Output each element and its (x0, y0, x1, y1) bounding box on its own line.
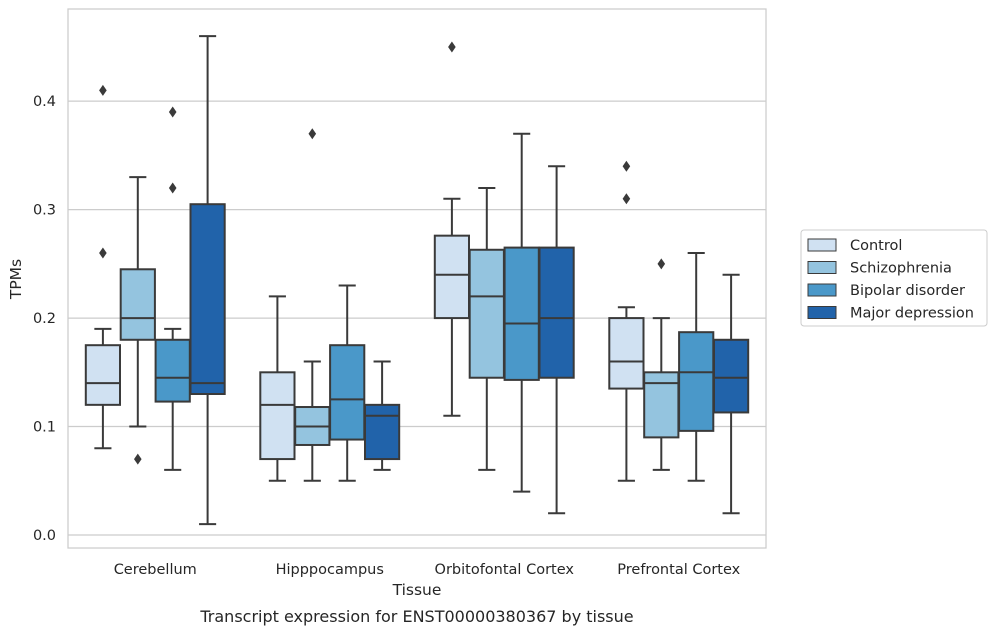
box-body (468, 248, 505, 379)
box (189, 35, 226, 526)
outlier-point (622, 160, 631, 172)
y-axis-label: TPMs (7, 259, 25, 300)
x-axis-label: Tissue (392, 581, 442, 599)
box-body (433, 234, 471, 320)
x-tick-label: Prefrontal Cortex (617, 562, 740, 578)
x-axis-ticks: Cerebellum Hipppocampus Orbitofontal Corte… (114, 562, 741, 578)
box-body (363, 403, 401, 461)
y-tick-label: 0.0 (33, 528, 56, 544)
plot-frame (67, 8, 767, 549)
legend-swatch (807, 238, 837, 252)
outlier-point (134, 453, 142, 465)
box (329, 284, 366, 482)
outlier-point (622, 193, 631, 205)
box (643, 258, 680, 471)
box-body (678, 331, 715, 432)
legend-label: Schizophrenia (850, 261, 952, 277)
outlier-point (657, 258, 666, 270)
box (363, 360, 401, 471)
box-body (538, 246, 575, 379)
legend-swatch (807, 261, 837, 274)
grid-lines (68, 100, 766, 536)
legend: Control Schizophrenia Bipolar disorder Majo… (800, 229, 988, 327)
box (468, 186, 505, 471)
box (503, 132, 540, 493)
x-tick-label: Orbitofontal Cortex (435, 562, 575, 578)
outlier-point (308, 128, 317, 140)
x-tick-label: Cerebellum (114, 562, 197, 578)
box (119, 176, 156, 465)
box (538, 165, 575, 515)
box-body (119, 268, 156, 341)
y-tick-label: 0.3 (33, 203, 56, 219)
legend-label: Bipolar disorder (850, 283, 965, 299)
legend-swatch (807, 306, 837, 319)
boxes (84, 35, 750, 526)
box-body (189, 203, 226, 395)
box (259, 295, 296, 482)
outlier-point (168, 106, 177, 118)
outlier-point (168, 182, 177, 194)
box-body (84, 344, 122, 406)
chart-caption: Transcript expression for ENST0000038036… (199, 607, 633, 626)
box-body (643, 371, 680, 439)
outlier-point (99, 84, 107, 96)
box (712, 273, 750, 515)
box-body (503, 246, 540, 381)
legend-label: Major depression (850, 306, 974, 322)
y-axis-ticks: 0.0 0.1 0.2 0.3 0.4 (33, 94, 56, 544)
box (608, 160, 645, 482)
box-body (608, 317, 645, 390)
box-body (329, 344, 366, 441)
box (84, 84, 122, 450)
legend-frame (800, 229, 988, 327)
plot-area (68, 9, 766, 548)
legend-label: Control (850, 238, 902, 254)
x-tick-label: Hipppocampus (276, 562, 384, 578)
legend-swatch (807, 283, 837, 297)
box (154, 106, 191, 471)
box-body (259, 371, 296, 461)
outlier-point (448, 41, 456, 53)
box-body (154, 338, 191, 403)
y-tick-label: 0.1 (33, 420, 56, 436)
box-body (712, 338, 750, 414)
box (294, 128, 331, 482)
y-tick-label: 0.2 (33, 311, 56, 327)
y-tick-label: 0.4 (33, 94, 56, 110)
outlier-point (99, 247, 107, 259)
